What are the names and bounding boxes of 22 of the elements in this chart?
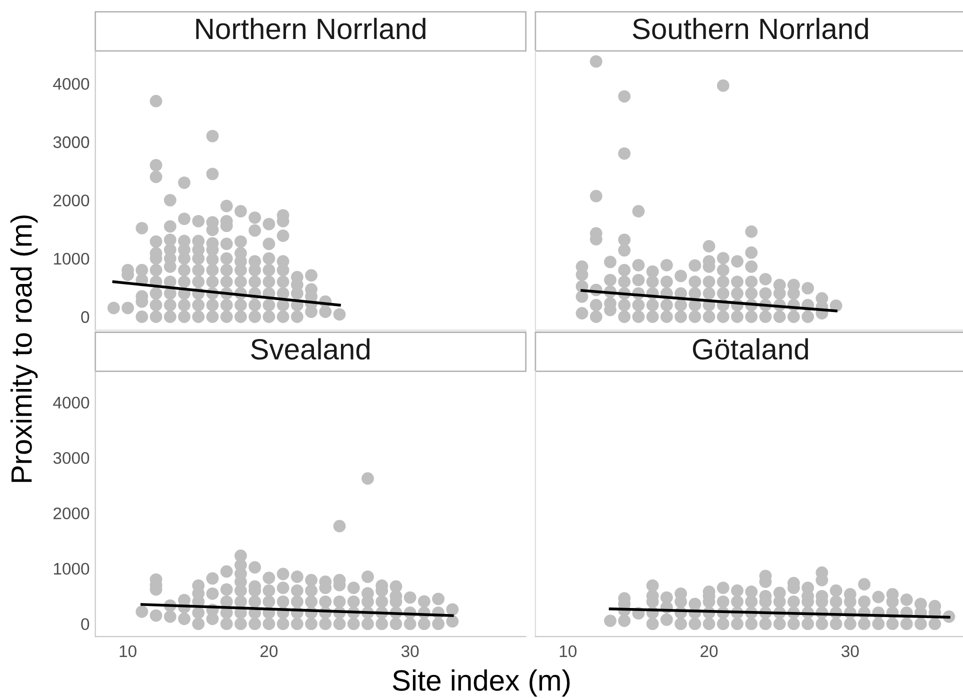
y-tick-label: 0 bbox=[81, 618, 90, 630]
chart-title: Southern Norrland bbox=[632, 18, 868, 40]
x-tick-label: 30 bbox=[842, 645, 859, 658]
y-tick-label: 1000 bbox=[54, 562, 90, 575]
x-tick-label: 10 bbox=[560, 645, 577, 658]
chart-title: Northern Norrland bbox=[196, 18, 426, 40]
y-tick-label: 0 bbox=[81, 311, 90, 323]
x-tick-label: 10 bbox=[120, 645, 136, 658]
y-tick-label: 3000 bbox=[53, 136, 90, 148]
y-tick-label: 1000 bbox=[54, 252, 90, 265]
y-tick-label: 4000 bbox=[53, 78, 90, 90]
chart-title: Svealand bbox=[251, 338, 370, 360]
y-tick-label: 4000 bbox=[53, 396, 90, 409]
y-tick-label: 3000 bbox=[53, 452, 90, 464]
y-tick-label: 2000 bbox=[54, 507, 90, 520]
x-tick-label: 30 bbox=[401, 645, 419, 658]
y-tick-label: 2000 bbox=[54, 194, 90, 206]
x-axis-title: Site index (m) bbox=[392, 669, 570, 697]
x-tick-label: 20 bbox=[260, 645, 278, 658]
chart-title: Götaland bbox=[692, 338, 808, 360]
x-tick-label: 20 bbox=[700, 645, 718, 658]
y-axis-title: Proximity to road (m) bbox=[10, 215, 38, 482]
